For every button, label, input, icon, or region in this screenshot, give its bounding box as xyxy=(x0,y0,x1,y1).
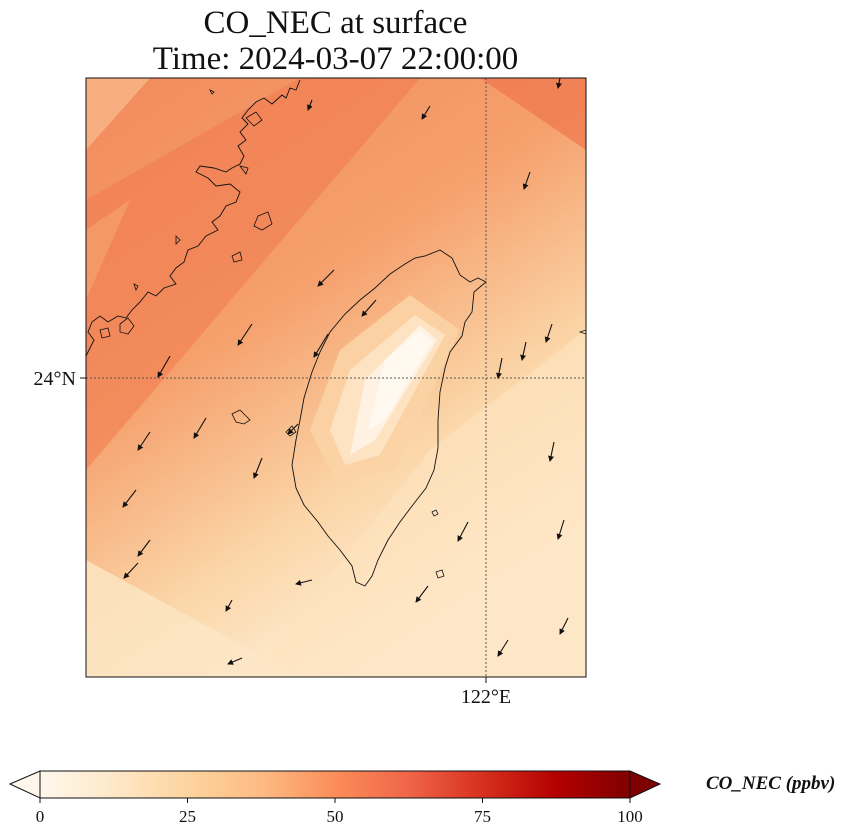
map-title-line-2: Time: 2024-03-07 22:00:00 xyxy=(152,41,519,77)
wind-arrow xyxy=(544,323,553,343)
lat-tick-label: 24°N xyxy=(34,368,76,390)
wind-arrows xyxy=(122,77,569,665)
wind-arrow xyxy=(227,657,243,665)
wind-arrow xyxy=(137,431,151,451)
colorbar-tick-label: 25 xyxy=(179,807,196,826)
wind-arrow xyxy=(123,562,139,579)
china-coastline xyxy=(85,79,301,357)
wind-arrow xyxy=(520,341,527,361)
wind-arrow xyxy=(317,269,335,287)
colorbar-tick-label: 50 xyxy=(327,807,344,826)
wind-arrow xyxy=(253,457,263,479)
wind-arrow xyxy=(313,333,329,358)
lon-tick-label: 122°E xyxy=(461,686,511,708)
colorbar-label: CO_NEC (ppbv) xyxy=(706,773,835,794)
wind-arrow xyxy=(225,599,233,612)
wind-arrow xyxy=(137,539,151,557)
china-islands xyxy=(99,89,273,339)
colorbar-body xyxy=(39,770,631,799)
wind-arrow xyxy=(415,585,429,603)
colorbar-tick-label: 75 xyxy=(474,807,491,826)
colorbar-tick-label: 100 xyxy=(617,807,643,826)
wind-arrow xyxy=(287,423,299,435)
wind-arrow xyxy=(457,521,469,542)
taiwan-coastline xyxy=(291,249,487,587)
orchid-island xyxy=(435,569,445,579)
wind-arrow xyxy=(556,519,565,540)
wind-arrow xyxy=(122,489,137,508)
wind-arrow xyxy=(307,99,313,111)
colorbar: 0 25 50 75 100 CO_NEC (ppbv) xyxy=(8,770,835,826)
wind-arrow xyxy=(497,639,509,657)
wind-arrow xyxy=(548,441,555,462)
colorbar-tick-label: 0 xyxy=(36,807,45,826)
wind-arrow xyxy=(556,77,562,89)
wind-arrow xyxy=(361,299,377,317)
wind-arrow xyxy=(193,417,207,439)
wind-arrow xyxy=(421,105,431,120)
green-island xyxy=(431,509,439,517)
wind-arrow xyxy=(496,357,503,379)
wind-arrow xyxy=(237,323,253,346)
wind-arrow xyxy=(559,617,569,635)
colorbar-extend-low xyxy=(8,770,41,799)
wind-arrow xyxy=(295,579,313,586)
wind-arrow xyxy=(157,355,171,378)
map-title-line-1: CO_NEC at surface xyxy=(203,5,468,41)
colorbar-extend-high xyxy=(629,770,662,799)
wind-arrow xyxy=(522,171,531,190)
